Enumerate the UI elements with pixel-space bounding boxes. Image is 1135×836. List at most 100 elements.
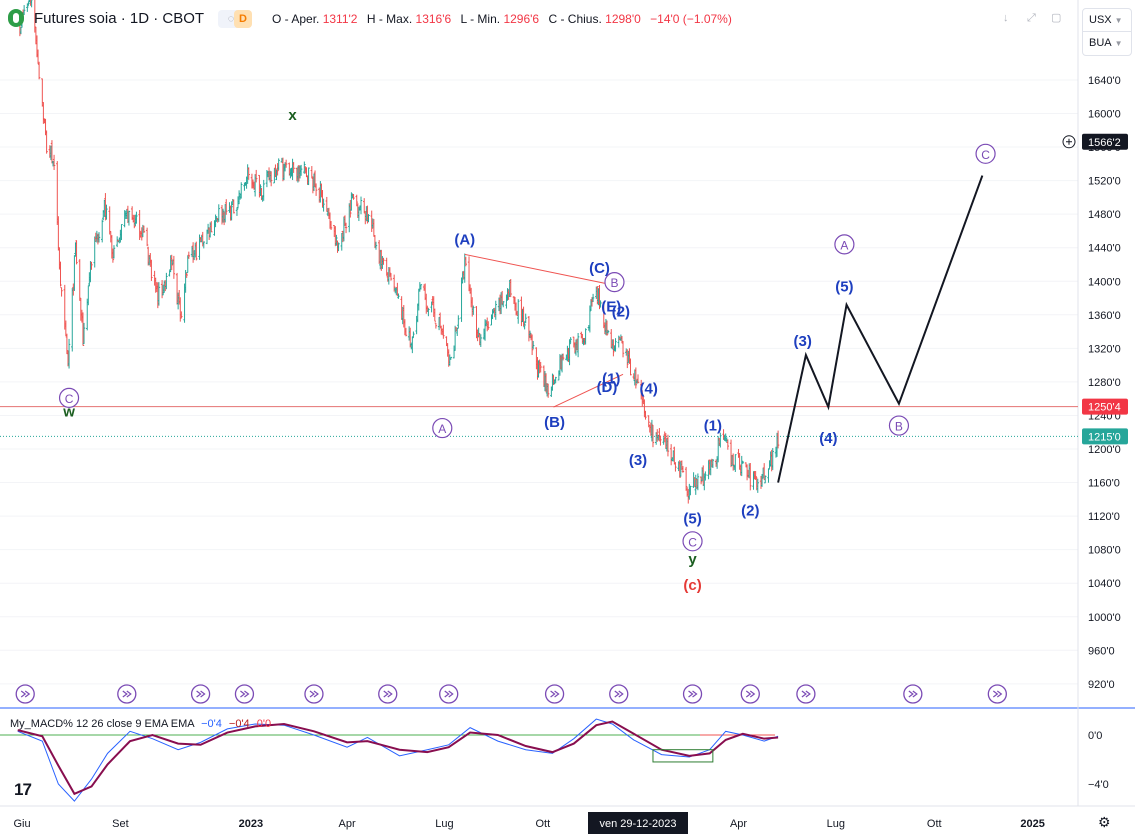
wave-label: (3) <box>794 333 812 350</box>
price-tick-label: 1280'0 <box>1088 377 1121 389</box>
wave-label: (2) <box>741 502 759 519</box>
chevrons-right-icon <box>444 690 454 698</box>
macd-legend[interactable]: My_MACD% 12 26 close 9 EMA EMA −0'4 −0'4… <box>10 718 271 730</box>
price-tick-label: 1320'0 <box>1088 343 1121 355</box>
histogram-value: 0'0 <box>256 718 272 730</box>
open-label: O - Aper. <box>272 12 320 26</box>
soybean-symbol-icon[interactable] <box>8 9 24 27</box>
price-tick-label: 1600'0 <box>1088 109 1121 121</box>
plus-icon-glyph <box>1066 138 1072 145</box>
price-tick-label: 1160'0 <box>1088 478 1120 490</box>
currency-select[interactable]: USX ▼ <box>1083 9 1131 32</box>
chevrons-right-icon <box>240 690 250 698</box>
low-label: L - Min. <box>460 12 501 26</box>
time-cursor-badge <box>588 812 688 834</box>
chevrons-right-icon <box>614 690 624 698</box>
wave-label: y <box>688 551 697 568</box>
chevron-down-icon: ▼ <box>1114 39 1123 48</box>
open-value: 1311'2 <box>322 12 358 26</box>
chevrons-right-icon <box>908 690 918 698</box>
wave-label: (E) <box>601 298 621 315</box>
macd-line <box>17 718 779 802</box>
change-value: −14'0 (−1.07%) <box>650 12 732 26</box>
price-tick-label: 1400'0 <box>1088 276 1121 288</box>
time-tick-label: Set <box>112 818 129 830</box>
time-tick-label: 2023 <box>239 818 263 830</box>
signal-value: −0'4 <box>228 718 250 730</box>
price-tick-label: 920'0 <box>1088 679 1115 691</box>
chart-title[interactable]: Futures soia · 1D · CBOT <box>34 10 205 27</box>
event-markers[interactable] <box>15 684 1007 704</box>
chevrons-right-icon <box>383 690 393 698</box>
wave-label-circle <box>432 417 453 439</box>
macd-tick-label: 0'0 <box>1088 730 1102 742</box>
macd-value: −0'4 <box>201 718 222 730</box>
price-tick-label: 1120'0 <box>1088 511 1120 523</box>
wave-label: (c) <box>683 577 701 594</box>
horizontal-lines <box>0 406 1078 437</box>
chevrons-right-icon <box>801 690 811 698</box>
grid <box>0 0 1135 807</box>
time-tick-label: Lug <box>827 818 845 830</box>
ohlc-readout: O - Aper. 1311'2 H - Max. 1316'6 L - Min… <box>272 12 738 26</box>
chevrons-right-icon <box>122 690 132 698</box>
price-badge-label: 1566'2 <box>1088 137 1121 149</box>
wave-label-circle <box>682 531 703 552</box>
signal-line <box>17 720 779 796</box>
wave-label: (1) <box>704 418 722 435</box>
wave-label-circle <box>834 234 855 255</box>
time-tick-label: Ott <box>927 818 942 830</box>
price-tick-label: 1520'0 <box>1088 176 1121 188</box>
wave-label: (4) <box>819 430 837 447</box>
side-value: BUA <box>1089 37 1112 49</box>
price-tick-label: 1040'0 <box>1088 578 1121 590</box>
price-badge <box>1082 133 1128 150</box>
close-label: C - Chius. <box>548 12 602 26</box>
maximize-icon[interactable]: ▢ <box>1051 12 1062 24</box>
gear-icon[interactable]: ⚙ <box>1098 814 1111 830</box>
price-tick-label: 1360'0 <box>1088 310 1121 322</box>
data-badge[interactable]: D <box>234 10 252 28</box>
price-tick-label: 1440'0 <box>1088 243 1121 255</box>
price-tick-label: 960'0 <box>1088 645 1115 657</box>
macd-legend-title: My_MACD% 12 26 close 9 EMA EMA <box>10 718 195 730</box>
currency-selector[interactable]: USX ▼ BUA ▼ <box>1082 8 1132 56</box>
price-badge-label: 1250'4 <box>1088 402 1121 414</box>
wave-label: (B) <box>544 414 565 431</box>
wave-label: B <box>895 420 903 434</box>
wave-label-circle <box>975 143 996 164</box>
chevrons-right-icon <box>20 690 31 698</box>
header-toolbar: ↓ ⤢ ▢ <box>998 8 1080 28</box>
wave-label: (3) <box>629 452 647 469</box>
time-tick-label: Giu <box>13 818 30 830</box>
time-tick-label: Lug <box>435 818 453 830</box>
fullscreen-icon[interactable]: ⤢ <box>1027 12 1036 24</box>
price-tick-label: 1640'0 <box>1088 75 1121 87</box>
wave-label-circle <box>604 272 625 293</box>
wave-label: A <box>438 422 446 436</box>
chevrons-right-icon <box>688 690 698 698</box>
wave-label: (5) <box>683 511 701 528</box>
tradingview-logo[interactable]: 17 <box>14 780 32 799</box>
macd-highlight-box <box>652 749 714 763</box>
wave-label: (2) <box>612 303 630 320</box>
side-select[interactable]: BUA ▼ <box>1083 32 1131 54</box>
high-value: 1316'6 <box>415 12 452 26</box>
wave-label: C <box>981 148 990 162</box>
high-label: H - Max. <box>366 12 413 26</box>
macd-pane <box>0 718 779 802</box>
wave-label: (D) <box>597 379 618 396</box>
download-icon[interactable]: ↓ <box>1003 12 1009 24</box>
time-tick-label: 2025 <box>1020 818 1044 830</box>
chevrons-right-icon <box>745 690 756 698</box>
currency-value: USX <box>1089 14 1112 26</box>
time-tick-label: Ott <box>535 818 550 830</box>
time-tick-label: Apr <box>730 818 747 830</box>
time-tick-label: Apr <box>339 818 356 830</box>
macd-tick-label: −4'0 <box>1088 779 1109 791</box>
trendline-1 <box>553 373 624 408</box>
chevrons-right-icon <box>992 690 1003 698</box>
projection-line <box>777 175 984 483</box>
